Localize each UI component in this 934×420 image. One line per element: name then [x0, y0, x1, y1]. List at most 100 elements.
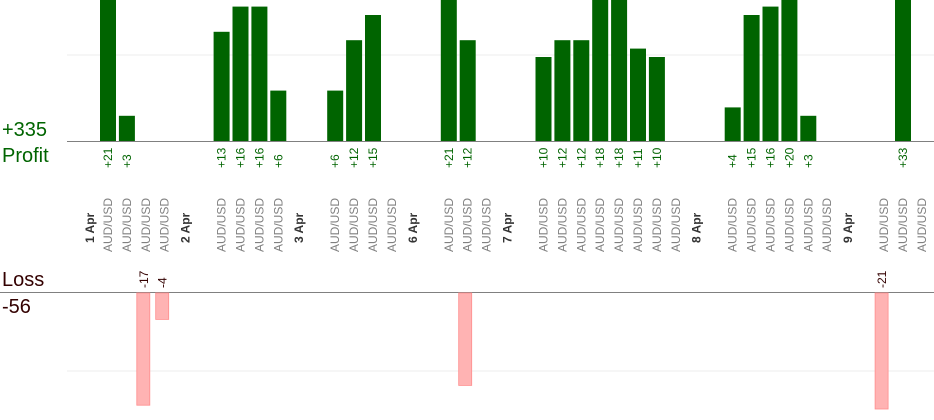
- pair-label: AUD/USD: [915, 198, 929, 252]
- loss-value-label: -17: [137, 270, 151, 288]
- profit-value-label: +12: [461, 147, 475, 168]
- pair-label: AUD/USD: [877, 198, 891, 252]
- profit-value-label: +6: [271, 154, 285, 168]
- profit-bar: [459, 40, 476, 142]
- pair-label: AUD/USD: [612, 198, 626, 252]
- profit-value-label: +6: [328, 154, 342, 168]
- profit-bar: [251, 6, 268, 141]
- day-label: 8 Apr: [690, 212, 704, 243]
- pair-label: AUD/USD: [101, 198, 115, 252]
- profit-value-label: +10: [650, 147, 664, 168]
- profit-bar: [592, 0, 609, 141]
- pair-label: AUD/USD: [537, 198, 551, 252]
- profit-bar: [365, 15, 381, 141]
- pair-label: AUD/USD: [328, 198, 342, 252]
- loss-bar: [458, 292, 473, 386]
- profit-bar: [118, 115, 135, 141]
- day-label: 1 Apr: [83, 212, 97, 243]
- pair-label: AUD/USD: [139, 198, 153, 252]
- pair-label: AUD/USD: [574, 198, 588, 252]
- pair-label: AUD/USD: [120, 198, 134, 252]
- profit-value-label: +12: [347, 147, 361, 168]
- profit-bar: [630, 48, 646, 141]
- bar-layer: [100, 0, 911, 410]
- profit-value-label: +15: [745, 147, 759, 168]
- profit-value-label: +10: [537, 147, 551, 168]
- profit-value-label: +4: [726, 154, 740, 168]
- pair-label: AUD/USD: [896, 198, 910, 252]
- loss-bar: [155, 292, 170, 320]
- pair-label: AUD/USD: [745, 198, 759, 252]
- profit-bar: [232, 6, 249, 141]
- day-label: 3 Apr: [292, 212, 306, 243]
- day-label: 7 Apr: [501, 212, 515, 243]
- profit-value-label: +21: [442, 147, 456, 168]
- profit-bar: [213, 31, 230, 141]
- pair-label: AUD/USD: [347, 198, 361, 252]
- profit-bar: [895, 0, 911, 141]
- pair-label: AUD/USD: [669, 198, 683, 252]
- profit-value-label: +13: [215, 147, 229, 168]
- pair-label: AUD/USD: [593, 198, 607, 252]
- profit-label: Profit: [2, 145, 49, 167]
- profit-value-label: +21: [101, 147, 115, 168]
- profit-total: +335: [2, 119, 48, 141]
- pair-label: AUD/USD: [461, 198, 475, 252]
- pair-label: AUD/USD: [782, 198, 796, 252]
- loss-label: Loss: [2, 269, 45, 291]
- profit-value-label: +16: [252, 147, 266, 168]
- profit-value-label: +12: [555, 147, 569, 168]
- pair-label: AUD/USD: [726, 198, 740, 252]
- profit-value-label: +16: [234, 147, 248, 168]
- loss-value-label: -21: [875, 270, 889, 288]
- profit-value-label: +16: [764, 147, 778, 168]
- profit-value-label: +11: [631, 148, 645, 168]
- profit-value-label: +18: [612, 147, 626, 168]
- profit-bar: [800, 115, 817, 141]
- profit-value-label: +33: [896, 147, 910, 168]
- pair-label: AUD/USD: [631, 198, 645, 252]
- profit-bar: [724, 107, 741, 141]
- profit-value-label: +12: [574, 147, 588, 168]
- pair-label: AUD/USD: [801, 198, 815, 252]
- profit-bar: [440, 0, 457, 141]
- profit-bar: [554, 40, 571, 142]
- day-label: 6 Apr: [406, 212, 420, 243]
- profit-bar: [781, 0, 798, 141]
- pair-label: AUD/USD: [480, 198, 494, 252]
- profit-bar: [346, 40, 363, 142]
- pair-label: AUD/USD: [215, 198, 229, 252]
- loss-value-label: -4: [156, 277, 170, 288]
- profit-value-label: +15: [366, 147, 380, 168]
- loss-bar: [136, 292, 151, 406]
- profit-bar: [611, 0, 628, 141]
- pair-label: AUD/USD: [555, 198, 569, 252]
- profit-value-label: +20: [782, 147, 796, 168]
- loss-total: -56: [2, 296, 31, 318]
- pair-label: AUD/USD: [366, 198, 380, 252]
- loss-bar: [874, 292, 889, 410]
- profit-bar: [270, 90, 287, 141]
- profit-bar: [648, 57, 665, 141]
- profit-bar: [743, 15, 760, 141]
- pair-label: AUD/USD: [271, 198, 285, 252]
- pair-label: AUD/USD: [442, 198, 456, 252]
- pair-label: AUD/USD: [158, 198, 172, 252]
- pair-label: AUD/USD: [764, 198, 778, 252]
- pair-label: AUD/USD: [385, 198, 399, 252]
- day-label: 9 Apr: [841, 212, 855, 243]
- pair-label: AUD/USD: [820, 198, 834, 252]
- profit-value-label: +18: [593, 147, 607, 168]
- profit-value-label: +3: [801, 154, 815, 168]
- profit-bar: [535, 57, 552, 141]
- day-label: 2 Apr: [179, 212, 193, 243]
- profit-bar: [573, 40, 590, 142]
- pair-label: AUD/USD: [234, 198, 248, 252]
- profit-bar: [327, 90, 344, 141]
- pair-label: AUD/USD: [252, 198, 266, 252]
- profit-bar: [100, 0, 116, 141]
- pair-label: AUD/USD: [650, 198, 664, 252]
- profit-bar: [762, 6, 779, 141]
